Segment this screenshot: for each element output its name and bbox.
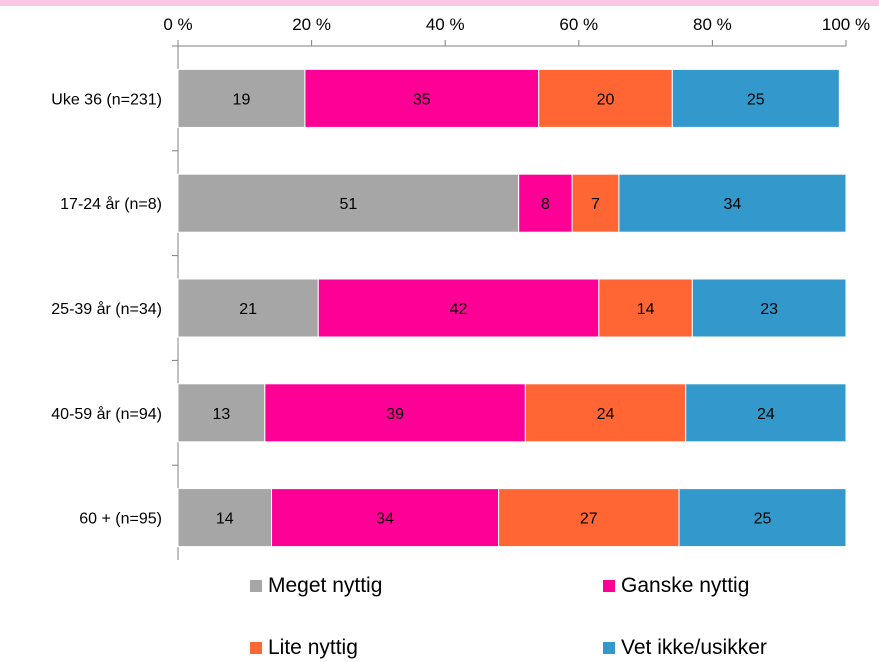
bar-segment xyxy=(271,488,500,548)
bar-value-label: 34 xyxy=(376,511,394,528)
x-tick-label: 80 % xyxy=(693,15,732,34)
bar-segment xyxy=(538,68,673,128)
x-tick-label: 100 % xyxy=(822,15,870,34)
bar-value-label: 51 xyxy=(339,196,357,213)
bar-segment xyxy=(177,278,319,338)
category-label: 25-39 år (n=34) xyxy=(51,300,162,318)
category-label: Uke 36 (n=231) xyxy=(51,91,162,108)
x-tick-label: 60 % xyxy=(559,15,598,34)
bar-value-label: 35 xyxy=(413,91,431,108)
x-tick-label: 40 % xyxy=(426,15,465,34)
bar-segment xyxy=(177,173,520,233)
bar-value-label: 25 xyxy=(754,511,772,528)
bar-value-label: 7 xyxy=(591,196,600,213)
legend-item: Ganske nyttig xyxy=(603,574,749,598)
bar-segment xyxy=(317,278,600,338)
legend-swatch xyxy=(250,642,262,654)
bar-value-label: 25 xyxy=(747,91,765,108)
bar-value-label: 42 xyxy=(450,301,468,318)
bar-value-label: 20 xyxy=(597,91,615,108)
bar-value-label: 21 xyxy=(239,301,257,318)
top-accent-band xyxy=(0,0,879,6)
bar-value-label: 23 xyxy=(760,301,778,318)
bar-segment xyxy=(678,488,847,548)
bar-value-label: 27 xyxy=(580,511,598,528)
bar-segment xyxy=(524,383,687,443)
legend-label: Lite nyttig xyxy=(268,636,358,659)
bar-segment xyxy=(304,68,540,128)
legend-swatch xyxy=(603,580,615,592)
category-label: 17-24 år (n=8) xyxy=(60,195,162,213)
bar-segment xyxy=(518,173,573,233)
bar-value-label: 8 xyxy=(541,196,550,213)
bar-value-label: 14 xyxy=(637,301,655,318)
bar-segment xyxy=(177,383,266,443)
chart-legend: Meget nyttig Ganske nyttig Lite nyttig Vet … xyxy=(0,560,879,662)
legend-swatch xyxy=(603,642,615,654)
bar-value-label: 24 xyxy=(597,406,615,423)
x-tick-label: 20 % xyxy=(292,15,331,34)
bar-segment xyxy=(671,68,840,128)
bar-value-label: 13 xyxy=(213,406,231,423)
category-label: 60 + (n=95) xyxy=(79,511,162,528)
bar-segment xyxy=(177,68,306,128)
stacked-bar-chart: 0 % 20 % 40 % 60 % 80 % 100 % Uke 36 (n=231) 19… xyxy=(51,15,870,560)
bar-segment xyxy=(177,488,273,548)
legend-item: Meget nyttig xyxy=(250,574,382,598)
legend-item: Lite nyttig xyxy=(250,636,358,660)
bar-value-label: 34 xyxy=(724,196,742,213)
x-tick-label: 0 % xyxy=(163,15,192,34)
bar-value-label: 24 xyxy=(757,406,775,423)
bar-value-label: 39 xyxy=(386,406,404,423)
legend-label: Ganske nyttig xyxy=(621,574,750,597)
category-label: 40-59 år (n=94) xyxy=(51,405,162,423)
bar-value-label: 14 xyxy=(216,511,234,528)
bar-segment xyxy=(618,173,847,233)
bar-segment xyxy=(691,278,847,338)
bar-segment xyxy=(571,173,620,233)
bar-segment xyxy=(264,383,526,443)
bar-value-label: 19 xyxy=(233,91,251,108)
legend-label: Meget nyttig xyxy=(268,574,383,597)
legend-swatch xyxy=(250,580,262,592)
bar-segment xyxy=(685,383,847,443)
legend-item: Vet ikke/usikker xyxy=(603,636,767,660)
legend-label: Vet ikke/usikker xyxy=(621,636,767,659)
